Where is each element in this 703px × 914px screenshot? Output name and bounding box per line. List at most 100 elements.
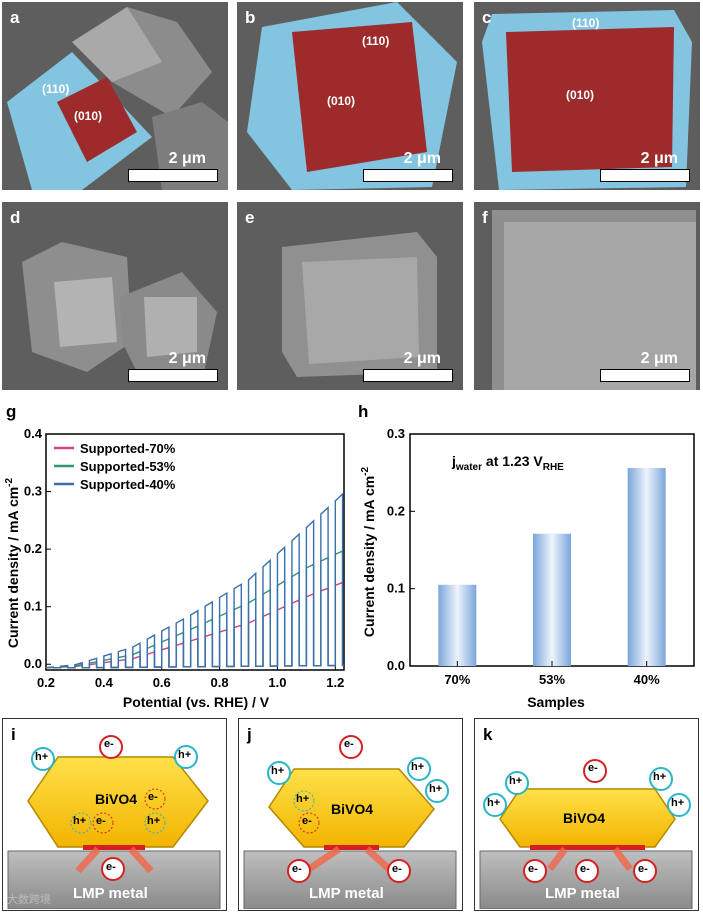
carrier-hole: h+ — [509, 775, 523, 787]
carrier-hole: h+ — [429, 783, 443, 795]
facet-label-010: (010) — [327, 94, 356, 108]
sem-panel-f: f 2 μm — [474, 202, 700, 390]
sem-image-c — [482, 10, 692, 190]
scheme-k: k e- h+ h+ h+ h+ e- e- e- BiVO4 LMP meta… — [474, 718, 699, 911]
watermark: 大数跨境 — [7, 894, 51, 906]
scale-label: 2 μm — [403, 350, 441, 367]
sem-image-b — [247, 2, 457, 190]
scheme-letter-i: i — [11, 725, 16, 744]
carrier-hole: h+ — [296, 793, 310, 805]
x-tick-label: 53% — [539, 672, 565, 687]
sem-panel-e: e 2 μm — [237, 202, 463, 390]
y-tick-label: 0.3 — [387, 426, 405, 441]
y-axis-label: Current density / mA cm-2 — [360, 466, 377, 637]
x-tick-label: 0.6 — [153, 675, 171, 690]
panel-letter-g: g — [6, 402, 17, 421]
carrier-hole: h+ — [671, 797, 685, 809]
x-tick-label: 1.2 — [326, 675, 344, 690]
facet-label-010: (010) — [566, 88, 595, 102]
y-tick-label: 0.0 — [387, 658, 405, 673]
carrier-electron: e- — [528, 863, 538, 875]
scale-bar — [600, 169, 690, 182]
legend-label: Supported-70% — [80, 441, 176, 456]
carrier-electron: e- — [638, 863, 648, 875]
bar-53% — [533, 533, 571, 666]
carrier-electron: e- — [104, 738, 114, 750]
facet-label-110: (110) — [572, 16, 600, 30]
chart-h: 0.0 0.1 0.2 0.3 70% 53% 40% Current density / … — [360, 426, 695, 710]
x-tick-label: 40% — [634, 672, 660, 687]
carrier-electron: e- — [96, 815, 106, 827]
y-tick-label: 0.1 — [387, 581, 405, 596]
material-label: BiVO4 — [331, 801, 374, 817]
carrier-hole: h+ — [653, 771, 667, 783]
scale-label: 2 μm — [403, 150, 441, 167]
substrate-label: LMP metal — [545, 885, 620, 902]
series-line-Supported-40% — [45, 492, 344, 669]
scheme-j: j e- h+ h+ h+ h+ e- e- e- BiVO4 LMP meta… — [238, 718, 463, 911]
carrier-hole: h+ — [73, 815, 87, 827]
y-tick-label: 0.1 — [24, 599, 42, 614]
y-tick-label: 0.4 — [24, 426, 43, 441]
panel-letter-c: c — [482, 8, 492, 27]
sem-image-a — [7, 7, 228, 190]
y-tick-label: 0.2 — [24, 541, 42, 556]
substrate-label: LMP metal — [309, 885, 384, 902]
substrate-label: LMP metal — [73, 885, 148, 902]
carrier-electron: e- — [392, 863, 402, 875]
chart-g: 0.2 0.4 0.6 0.8 1.0 1.2 0.0 0.1 0.2 0.3 0.4 Support… — [4, 426, 345, 710]
scale-bar — [128, 369, 218, 382]
scale-label: 2 μm — [640, 150, 678, 167]
facet-label-010: (010) — [74, 109, 103, 123]
chart-title: jwater at 1.23 VRHE — [451, 453, 564, 473]
scheme-letter-j: j — [247, 725, 252, 744]
sem-image-e — [282, 232, 437, 377]
carrier-electron: e- — [344, 738, 354, 750]
scheme-i: i e- h+ h+ e- h+ e- h+ e- BiVO4 LMP meta… — [2, 718, 227, 911]
bar-40% — [627, 468, 666, 666]
x-tick-label: 0.4 — [95, 675, 114, 690]
carrier-electron: e- — [292, 863, 302, 875]
carrier-electron: e- — [580, 863, 590, 875]
material-label: BiVO4 — [95, 791, 138, 807]
facet-label-110: (110) — [42, 82, 70, 96]
scale-label: 2 μm — [168, 350, 206, 367]
scale-bar — [128, 169, 218, 182]
carrier-hole: h+ — [271, 765, 285, 777]
title-j: j — [451, 453, 456, 469]
carrier-electron: e- — [148, 791, 158, 803]
bar-70% — [438, 584, 477, 666]
panel-letter-e: e — [245, 208, 255, 227]
sem-panel-a: a (110) (010) 2 μm — [2, 2, 228, 190]
panel-letter-b: b — [245, 8, 256, 27]
sem-panel-d: d 2 μm — [2, 202, 228, 390]
carrier-hole: h+ — [487, 797, 501, 809]
x-axis-label: Samples — [527, 694, 585, 710]
y-tick-label: 0.3 — [24, 484, 42, 499]
carrier-hole: h+ — [35, 751, 49, 763]
y-tick-label: 0.0 — [24, 656, 42, 671]
scale-bar — [363, 169, 453, 182]
x-axis-label: Potential (vs. RHE) / V — [123, 694, 270, 710]
x-tick-label: 1.0 — [268, 675, 286, 690]
carrier-electron: e- — [302, 815, 312, 827]
title-rest: at 1.23 V — [482, 453, 543, 469]
facet-label-110: (110) — [362, 34, 390, 48]
sem-image-d — [22, 242, 217, 382]
x-tick-label: 0.2 — [37, 675, 55, 690]
legend-label: Supported-40% — [80, 477, 176, 492]
panel-letter-f: f — [482, 208, 488, 227]
carrier-hole: h+ — [147, 815, 161, 827]
carrier-electron: e- — [588, 762, 598, 774]
scheme-letter-k: k — [483, 725, 493, 744]
title-sub-water: water — [455, 462, 482, 473]
sem-image-f — [492, 210, 696, 390]
carrier-hole: h+ — [411, 761, 425, 773]
x-tick-label: 70% — [444, 672, 470, 687]
y-axis-label: Current density / mA cm-2 — [4, 477, 21, 648]
x-tick-label: 0.8 — [211, 675, 229, 690]
panel-letter-d: d — [10, 208, 21, 227]
panel-letter-h: h — [358, 402, 369, 421]
sem-panel-b: b (110) (010) 2 μm — [237, 2, 463, 190]
scale-bar — [363, 369, 453, 382]
